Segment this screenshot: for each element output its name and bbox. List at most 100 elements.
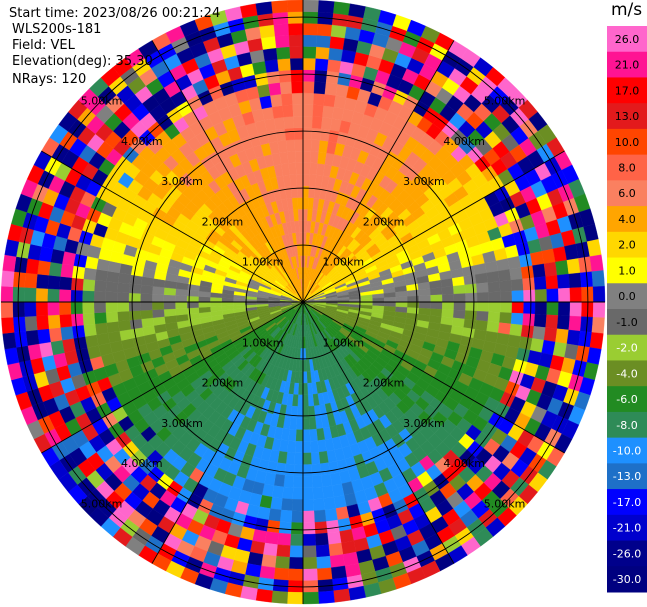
velocity-gate (289, 46, 304, 59)
velocity-gate (262, 542, 278, 557)
velocity-gate (318, 590, 335, 604)
range-ring-label: 4.00km (443, 135, 485, 148)
colorbar-tick-label: -4.0 (616, 367, 637, 380)
velocity-gate (313, 81, 327, 95)
azimuth-spoke (302, 40, 455, 303)
velocity-gate (441, 286, 454, 295)
velocity-gate (333, 588, 351, 603)
velocity-gate (84, 334, 99, 349)
velocity-gate (140, 293, 153, 303)
velocity-gate (316, 555, 332, 569)
velocity-gate (324, 508, 338, 522)
velocity-gate (288, 162, 297, 176)
velocity-gate (324, 82, 338, 96)
velocity-gate (302, 545, 317, 558)
range-ring-label: 1.00km (323, 256, 365, 269)
colorbar-bin (607, 489, 647, 516)
velocity-gate (555, 328, 569, 344)
colorbar-tick-label: -8.0 (616, 419, 637, 432)
velocity-gate (302, 348, 307, 361)
velocity-gate (315, 46, 330, 60)
velocity-gate (252, 529, 267, 544)
colorbar-bin (607, 283, 647, 310)
velocity-gate (129, 318, 143, 330)
velocity-gate (384, 301, 397, 308)
velocity-gate (556, 315, 570, 331)
velocity-gate (302, 46, 317, 59)
velocity-gate (568, 272, 582, 289)
velocity-gate (495, 258, 510, 272)
velocity-gate (25, 329, 40, 346)
colorbar-bin (607, 334, 647, 361)
colorbar-bin (607, 154, 647, 181)
velocity-gate (47, 314, 61, 329)
velocity-gate (316, 567, 333, 581)
range-ring-label: 1.00km (323, 336, 365, 349)
velocity-gate (291, 81, 304, 94)
velocity-gate (276, 46, 291, 60)
velocity-gate (314, 521, 328, 535)
velocity-gate (94, 322, 109, 335)
velocity-gate (330, 24, 347, 39)
azimuth-spoke (151, 40, 304, 303)
velocity-gate (294, 441, 304, 454)
velocity-gate (271, 0, 288, 14)
velocity-gate (327, 531, 342, 545)
velocity-gate (288, 23, 304, 36)
velocity-gate (313, 498, 326, 511)
velocity-gate (430, 294, 443, 303)
velocity-gate (329, 36, 345, 50)
velocity-gate (117, 282, 130, 294)
velocity-gate (302, 23, 318, 36)
velocity-gate (302, 92, 315, 105)
velocity-gate (59, 314, 73, 328)
velocity-gate (58, 289, 72, 303)
velocity-gate (289, 174, 298, 187)
velocity-gate (349, 298, 362, 303)
velocity-gate (566, 329, 581, 346)
velocity-gate (302, 475, 313, 489)
velocity-gate (569, 287, 582, 303)
velocity-gate (198, 296, 211, 303)
velocity-gate (384, 296, 397, 303)
velocity-gate (395, 290, 408, 298)
velocity-gate (302, 452, 312, 465)
velocity-gate (70, 277, 84, 291)
instrument-label: WLS200s-181 (12, 22, 102, 37)
velocity-gate (339, 60, 354, 75)
velocity-gate (442, 301, 455, 311)
start-time-label: Start time: 2023/08/26 00:21:24 (9, 6, 221, 21)
velocity-gate (291, 197, 299, 210)
velocity-gate (533, 276, 547, 290)
velocity-gate (290, 533, 304, 547)
velocity-gate (302, 533, 316, 547)
colorbar-bin (607, 103, 647, 130)
velocity-gate (311, 475, 323, 488)
velocity-gate (476, 301, 490, 312)
velocity-gate (175, 295, 188, 303)
range-ring-label: 5.00km (484, 95, 526, 108)
colorbar-tick-label: -26.0 (613, 547, 641, 560)
range-ring-label: 2.00km (363, 377, 405, 390)
range-ring-label: 4.00km (121, 135, 163, 148)
velocity-gate (140, 301, 153, 311)
colorbar-tick-label: 0.0 (618, 290, 636, 303)
velocity-gate (311, 116, 323, 129)
velocity-gate (328, 47, 344, 62)
range-ring-label: 5.00km (484, 498, 526, 511)
velocity-gate (520, 265, 535, 280)
velocity-gate (82, 301, 95, 314)
velocity-gate (418, 288, 431, 297)
colorbar-bin (607, 26, 647, 53)
velocity-gate (546, 288, 559, 303)
velocity-gate (465, 301, 478, 312)
velocity-gate (497, 269, 512, 282)
colorbar-tick-label: -30.0 (613, 573, 641, 586)
range-ring-label: 3.00km (161, 175, 203, 188)
velocity-gate (280, 498, 293, 511)
velocity-gate (545, 275, 559, 290)
velocity-gate (522, 313, 536, 327)
velocity-gate (302, 487, 314, 500)
velocity-gate (507, 255, 522, 270)
velocity-gate (534, 301, 548, 315)
